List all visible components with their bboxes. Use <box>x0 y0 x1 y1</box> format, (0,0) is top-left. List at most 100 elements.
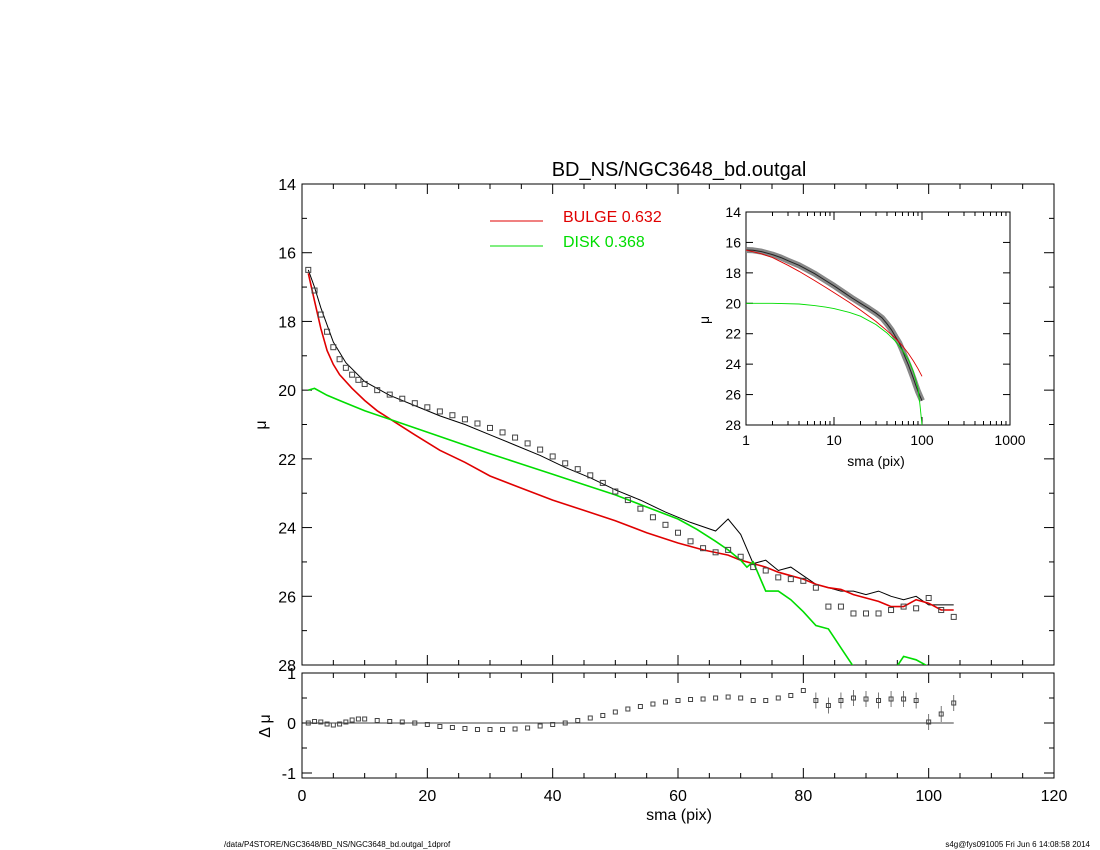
main-data-point <box>624 497 631 504</box>
footer-timestamp: s4g@fys091005 Fri Jun 6 14:08:58 2014 <box>945 840 1090 849</box>
main-data-point <box>449 412 456 419</box>
main-data-point <box>499 429 506 436</box>
main-data-point <box>474 420 481 427</box>
residual-x-tick-label: 0 <box>298 788 307 805</box>
main-line-disk <box>308 387 928 665</box>
main-data-point <box>361 380 368 387</box>
inset-series <box>746 247 925 425</box>
residual-point <box>437 724 443 729</box>
residual-x-tick-label: 80 <box>794 788 812 805</box>
residual-point <box>713 695 719 701</box>
main-data-point <box>700 545 707 552</box>
chart-title: BD_NS/NGC3648_bd.outgal <box>552 159 807 181</box>
main-data-point <box>649 514 656 521</box>
residual-point <box>343 719 349 725</box>
main-data-point <box>637 505 644 512</box>
residual-point <box>813 698 819 703</box>
residual-point <box>500 727 506 732</box>
residual-point <box>800 688 806 693</box>
main-data-point <box>913 605 920 612</box>
residual-x-tick-label: 100 <box>915 788 942 805</box>
main-data-point <box>825 603 832 610</box>
residual-point <box>700 696 706 702</box>
residual-x-tick-label: 60 <box>669 788 687 805</box>
residual-point <box>888 696 894 702</box>
main-data-point <box>712 549 719 556</box>
residual-point <box>305 720 311 726</box>
main-series-clip <box>305 266 957 665</box>
inset-x-tick-label: 1000 <box>994 432 1025 448</box>
residual-point <box>337 721 343 727</box>
main-data-point <box>938 607 945 614</box>
main-data-point <box>612 488 619 495</box>
residual-point <box>951 700 957 706</box>
legend-label-bulge: BULGE 0.632 <box>563 209 662 226</box>
main-data-point <box>662 521 669 528</box>
main-data-point <box>787 576 794 583</box>
residual-point <box>550 722 556 727</box>
inset-y-tick-label: 28 <box>725 417 741 433</box>
main-ticks: 14 16 18 20 22 24 26 28 <box>278 177 1055 675</box>
residual-point <box>424 722 430 727</box>
residual-point <box>738 695 744 701</box>
residual-point <box>474 727 480 732</box>
main-y-tick-label: 26 <box>278 589 296 606</box>
inset-y-tick-label: 24 <box>725 356 741 372</box>
main-data-point <box>775 574 782 581</box>
main-data-point <box>725 546 732 553</box>
residual-point <box>637 704 643 709</box>
main-data-point <box>737 553 744 560</box>
residual-point <box>763 698 769 703</box>
inset-log-panel: 14 16 18 20 22 24 26 281 10 100 1000 sma (pix) μ <box>696 204 1026 469</box>
main-y-tick-label: 14 <box>278 177 296 194</box>
main-data-point <box>812 584 819 591</box>
main-y-tick-label: 24 <box>278 521 296 538</box>
residual-point <box>355 716 361 722</box>
residual-point <box>863 696 869 702</box>
main-y-tick-label: 28 <box>278 658 296 675</box>
main-y-tick-label: 22 <box>278 452 296 469</box>
main-data-point <box>875 610 882 617</box>
inset-line-disk <box>746 302 923 425</box>
main-profile-panel: 14 16 18 20 22 24 26 28 μ BULGE 0.632 DISK 0.36… <box>253 177 1055 675</box>
main-y-tick-label: 16 <box>278 246 296 263</box>
footer-file-path: /data/P4STORE/NGC3648/BD_NS/NGC3648_bd.o… <box>224 840 451 849</box>
main-data-point <box>762 567 769 574</box>
residual-point <box>462 726 468 731</box>
residual-x-axis-label: sma (pix) <box>646 807 712 824</box>
main-series <box>305 266 957 665</box>
main-data-point <box>574 466 581 473</box>
residual-point <box>725 694 731 700</box>
residual-point <box>312 719 318 724</box>
inset-y-tick-label: 14 <box>725 204 741 220</box>
residual-point <box>788 693 794 698</box>
residual-point <box>318 719 324 725</box>
main-data-point <box>925 595 932 602</box>
residual-point <box>825 703 831 708</box>
residual-y-tick-label: 1 <box>287 666 296 683</box>
main-data-point <box>487 424 493 431</box>
main-data-point <box>750 564 757 571</box>
residual-series <box>305 688 957 732</box>
main-data-point <box>411 400 418 407</box>
inset-data-line <box>746 249 923 401</box>
residual-point <box>612 709 618 715</box>
main-data-point <box>888 607 895 614</box>
residual-point <box>938 711 944 717</box>
residual-point <box>349 717 355 723</box>
main-data-point <box>324 328 331 335</box>
inset-y-tick-label: 16 <box>725 234 741 250</box>
main-y-tick-label: 18 <box>278 314 296 331</box>
residual-point <box>600 713 606 718</box>
main-line-bulge <box>307 273 954 611</box>
residual-point <box>487 727 493 732</box>
residual-point <box>399 719 405 725</box>
main-y-tick-label: 20 <box>278 383 296 400</box>
main-data-point <box>850 610 857 617</box>
legend: BULGE 0.632 DISK 0.368 <box>490 209 662 251</box>
residual-y-tick-label: 0 <box>287 716 296 733</box>
main-data-point <box>675 529 681 536</box>
main-data-point <box>524 440 531 447</box>
main-data-point <box>900 603 907 610</box>
